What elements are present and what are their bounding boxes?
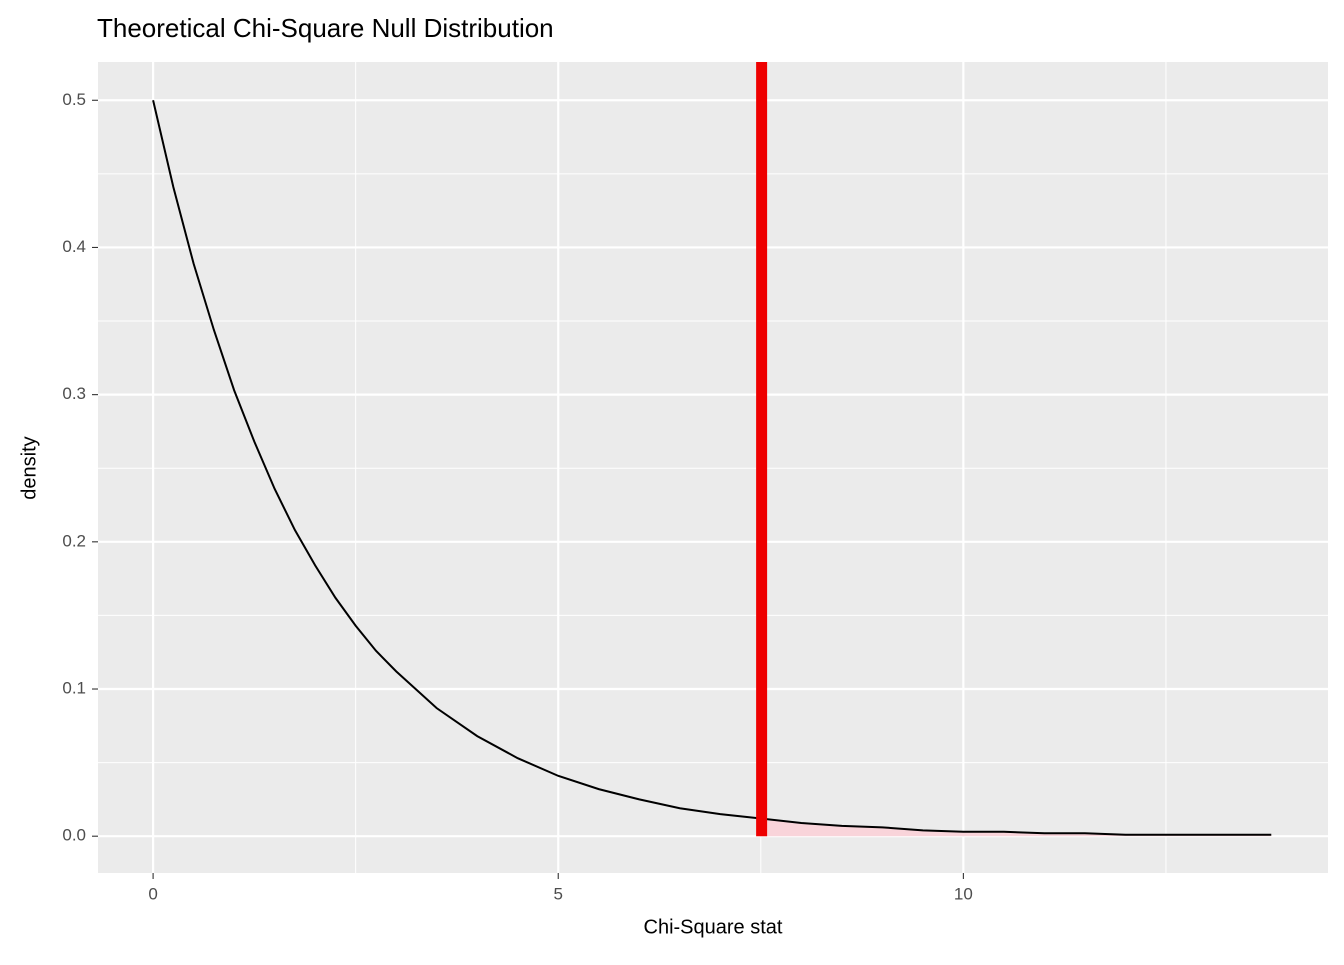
y-tick-label: 0.1 [62,679,86,698]
x-tick-label: 0 [148,884,157,903]
shaded-area [761,820,1272,837]
y-tick-label: 0.0 [62,826,86,845]
x-tick-label: 10 [954,884,973,903]
panel [98,62,1328,873]
chart-title: Theoretical Chi-Square Null Distribution [97,13,554,43]
y-tick-label: 0.5 [62,90,86,109]
y-axis-title: density [18,436,40,499]
density-line [152,100,1272,836]
y-tick-label: 0.2 [62,531,86,550]
y-tick-label: 0.4 [62,237,86,256]
x-tick-label: 5 [554,884,563,903]
y-tick-label: 0.3 [62,384,86,403]
x-axis-title: Chi-Square stat [644,916,783,938]
